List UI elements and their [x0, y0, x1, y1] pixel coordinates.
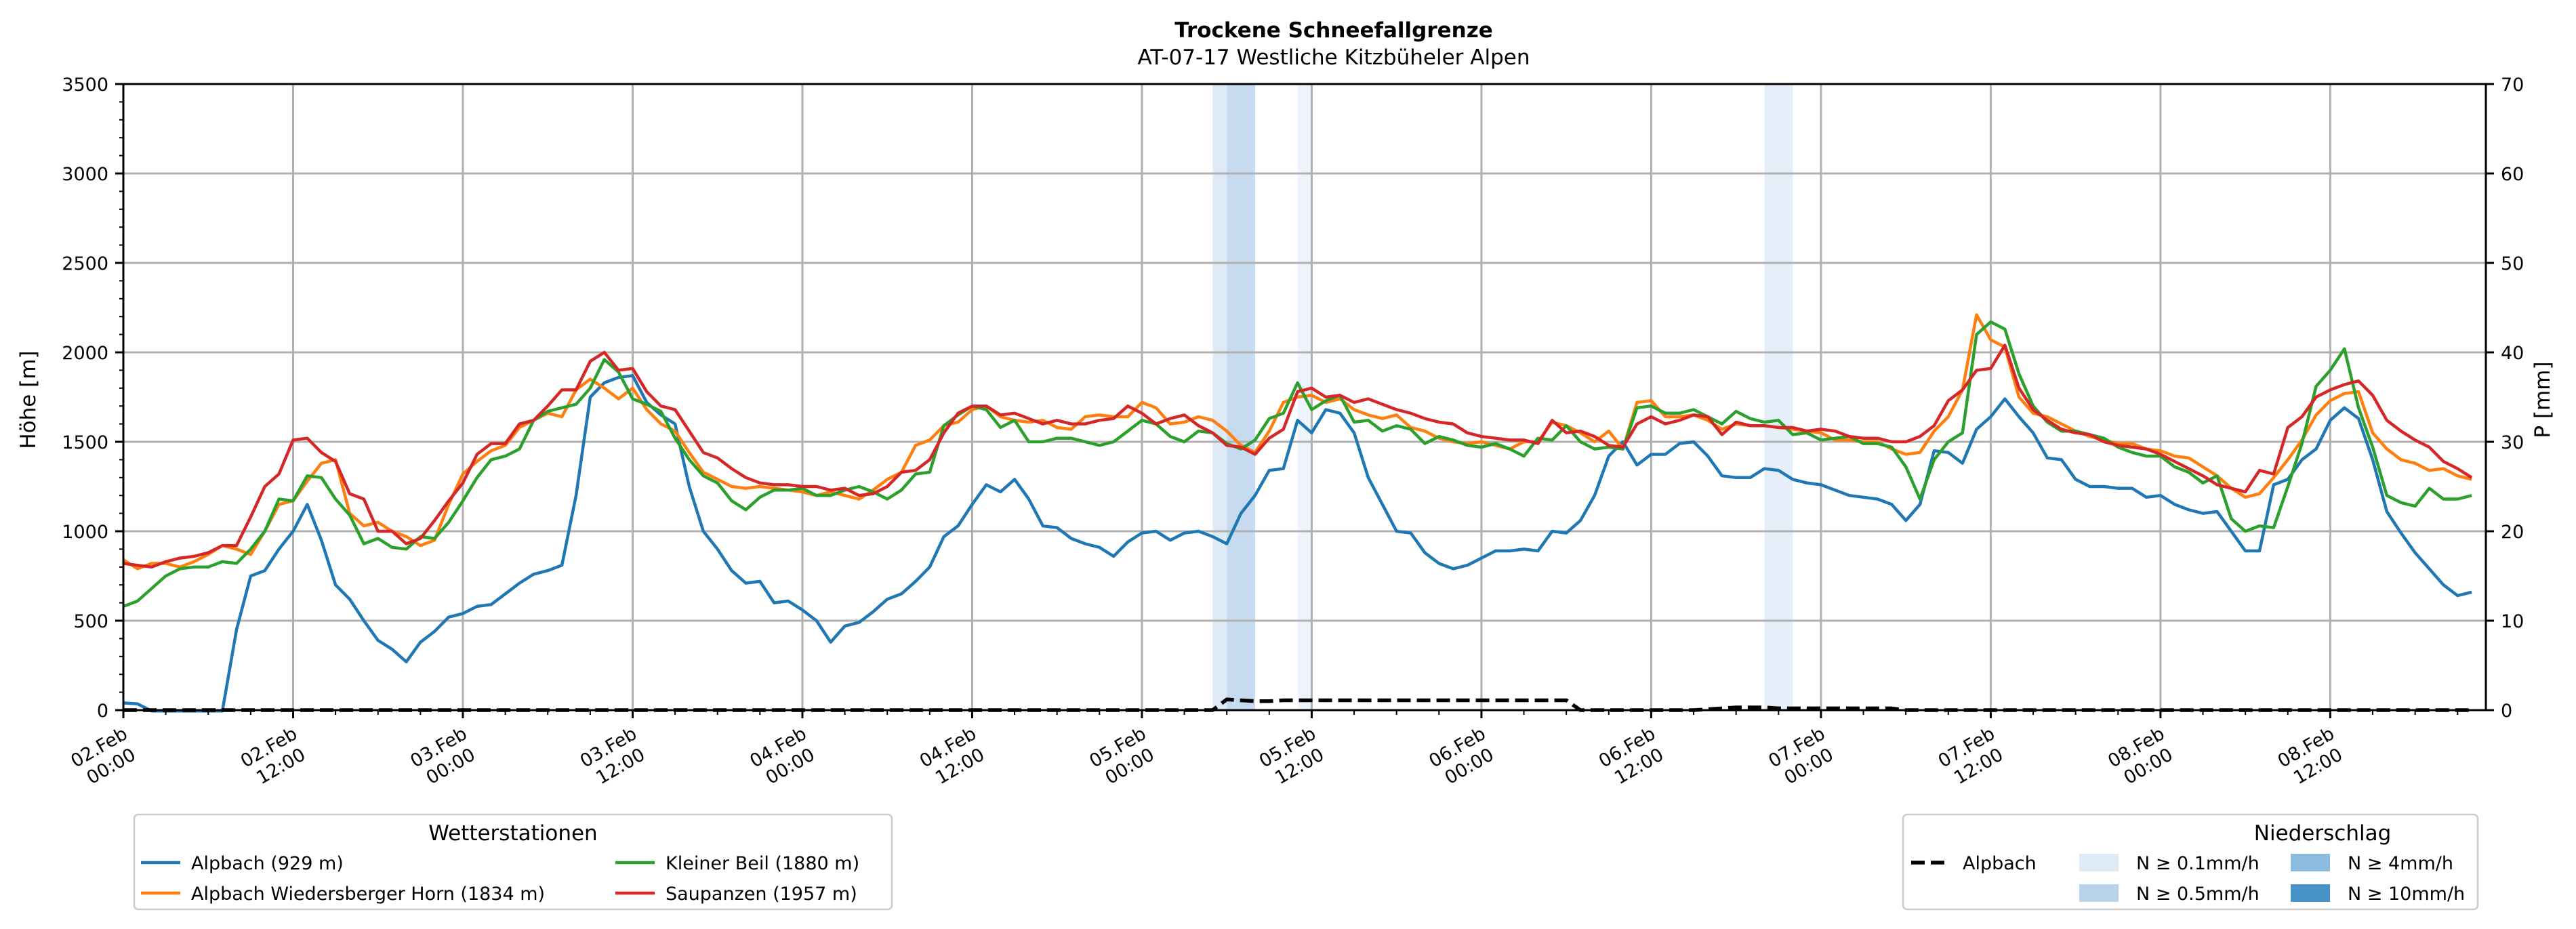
y-tick-label-left-1: 500	[73, 611, 108, 632]
legend-precip-swatch-0	[2079, 854, 2119, 871]
plot-frame	[122, 83, 2487, 711]
y-tick-label-left-4: 2000	[62, 343, 108, 364]
legend-precip-swatch-1	[2079, 884, 2119, 902]
legend-precip-line-label: Alpbach	[1963, 853, 2037, 874]
legend-precip-label-2: N ≥ 4mm/h	[2348, 853, 2453, 874]
legend-stations-box	[133, 813, 893, 911]
chart-title: Trockene Schneefallgrenze	[1174, 18, 1493, 43]
series-line-3	[123, 344, 2473, 569]
legend-precip-title: Niederschlag	[2254, 821, 2392, 846]
legend-precip-label-0: N ≥ 0.1mm/h	[2136, 853, 2260, 874]
legend-precip-box	[1902, 813, 2479, 911]
legend-precip-swatch-3	[2291, 884, 2330, 902]
y-tick-label-right-6: 60	[2501, 164, 2524, 185]
precip-band-1	[1227, 84, 1255, 710]
precip-band-0	[1212, 84, 1227, 710]
legend-precip-swatch-2	[2291, 854, 2330, 871]
legend-precipitation: Niederschlag Alpbach N ≥ 0.1mm/h N ≥ 0.5mm/…	[1902, 813, 2479, 911]
y-tick-label-right-3: 30	[2501, 432, 2524, 453]
y-axis-label-left: Höhe [m]	[16, 350, 41, 449]
legend-precip-label-1: N ≥ 0.5mm/h	[2136, 884, 2260, 905]
y-tick-label-right-1: 10	[2501, 611, 2524, 632]
y-tick-label-right-2: 20	[2501, 522, 2524, 543]
station-series	[122, 313, 2473, 713]
legend-precip-label-3: N ≥ 10mm/h	[2348, 884, 2465, 905]
series-line-0	[123, 374, 2472, 713]
y-tick-label-left-2: 1000	[62, 522, 108, 543]
legend-label-3: Saupanzen (1957 m)	[666, 884, 857, 905]
y-tick-label-right-0: 0	[2501, 701, 2512, 722]
y-tick-label-left-7: 3500	[62, 75, 108, 96]
legend-label-0: Alpbach (929 m)	[191, 853, 344, 874]
y-tick-label-left-6: 3000	[62, 164, 108, 185]
precip-band-3	[1764, 84, 1793, 710]
precip-line-alpbach	[123, 697, 2472, 712]
legend-stations: Wetterstationen Alpbach (929 m) Alpbach Wi…	[133, 813, 893, 911]
chart-subtitle: AT-07-17 Westliche Kitzbüheler Alpen	[1138, 45, 1530, 70]
y-axis-label-right: P [mm]	[2531, 361, 2555, 438]
precip-bands	[1212, 84, 1793, 710]
legend-label-1: Alpbach Wiedersberger Horn (1834 m)	[191, 884, 545, 905]
y-tick-label-left-0: 0	[97, 701, 108, 722]
legend-label-2: Kleiner Beil (1880 m)	[666, 853, 859, 874]
y-tick-label-right-5: 50	[2501, 253, 2524, 274]
legend-stations-title: Wetterstationen	[428, 821, 597, 846]
y-tick-label-right-4: 40	[2501, 343, 2524, 364]
y-tick-label-right-7: 70	[2501, 75, 2524, 96]
y-tick-label-left-5: 2500	[62, 253, 108, 274]
y-tick-label-left-3: 1500	[62, 432, 108, 453]
